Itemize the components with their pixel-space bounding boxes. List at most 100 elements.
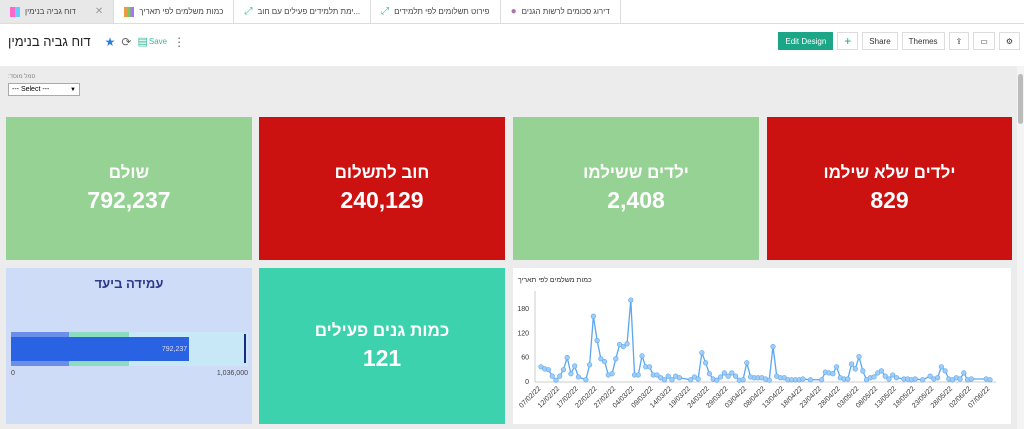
kpi-children-unpaid: ילדים שלא שילמו 829 — [767, 117, 1012, 260]
data-point — [927, 373, 933, 379]
y-tick-label: 60 — [521, 355, 529, 362]
data-point — [852, 366, 858, 372]
data-point — [688, 377, 694, 383]
data-point — [961, 370, 967, 376]
data-point — [553, 377, 559, 383]
data-point — [639, 353, 645, 359]
tab-bar: דוח גביה בנימין ✕ כמות משלמים לפי תאריך … — [0, 0, 1024, 24]
gauge-value-bar: 792,237 — [11, 337, 190, 361]
tab-label: ...ימת תלמידים פעילים עם חוב — [257, 7, 361, 16]
gauge-min-label: 0 — [11, 370, 15, 377]
filter-label: סמל מוסד: — [8, 74, 36, 80]
data-point — [613, 356, 619, 362]
line-chart: 06012018007/02/2212/02/2217/02/2222/02/2… — [517, 291, 996, 410]
page-title: דוח גביה בנימין — [8, 34, 91, 49]
data-point — [699, 350, 705, 356]
gauge-value-label: 792,237 — [161, 345, 188, 353]
pivot-icon: ⤢ — [381, 6, 390, 17]
data-point — [620, 343, 626, 350]
data-point — [766, 377, 772, 383]
kpi-value: 792,237 — [87, 187, 171, 213]
data-point — [807, 377, 814, 383]
data-point — [830, 371, 836, 377]
refresh-icon[interactable]: ⟳ — [121, 34, 132, 49]
data-point — [856, 354, 862, 360]
more-options-icon[interactable]: ⋮ — [173, 34, 186, 49]
data-point — [703, 360, 709, 366]
kpi-label: כמות גנים פעילים — [314, 320, 450, 340]
data-point — [833, 364, 840, 370]
data-point — [669, 377, 675, 383]
target-bullet-chart: עמידה ביעד 792,237 0 1,036,000 — [6, 268, 252, 424]
save-label: Save — [148, 37, 168, 46]
data-point — [878, 368, 885, 374]
tab-active-students-debt[interactable]: ⤢ ...ימת תלמידים פעילים עם חוב — [234, 0, 372, 23]
kpi-paid: שולם 792,237 — [6, 117, 252, 260]
save-button[interactable]: ▤ Save — [137, 35, 167, 48]
tab-amounts-ranking[interactable]: ● דירוג סכומים לרשות הגנים — [501, 0, 621, 23]
filter-value: --- Select --- — [12, 86, 50, 93]
data-point — [557, 373, 563, 379]
settings-gear-icon[interactable]: ⚙ — [998, 32, 1020, 50]
kpi-value: 2,408 — [607, 187, 665, 213]
tab-label: פירוט תשלומים לפי תלמידים — [394, 7, 490, 16]
data-point — [893, 375, 900, 381]
data-point — [912, 376, 918, 382]
bar-chart-icon — [124, 6, 135, 17]
share-button[interactable]: Share — [862, 32, 898, 50]
gauge-max-label: 1,036,000 — [216, 370, 248, 377]
tab-payments-by-student[interactable]: ⤢ פירוט תשלומים לפי תלמידים — [371, 0, 501, 23]
vertical-scrollbar[interactable] — [1017, 66, 1024, 429]
data-point — [572, 363, 578, 369]
data-point — [732, 373, 739, 379]
add-button[interactable]: + — [837, 32, 859, 50]
data-point — [602, 358, 608, 365]
data-point — [942, 368, 948, 374]
dashboard-header: דוח גביה בנימין ★ ⟳ ▤ Save ⋮ Edit Design … — [0, 24, 1024, 66]
y-tick-label: 120 — [517, 330, 529, 337]
y-tick-label: 0 — [525, 379, 529, 386]
data-point — [609, 371, 615, 377]
data-point — [590, 313, 596, 319]
tab-payers-by-date[interactable]: כמות משלמים לפי תאריך — [114, 0, 235, 23]
kpi-debt: חוב לתשלום 240,129 — [259, 117, 505, 260]
data-point — [635, 372, 641, 378]
tab-dashboard[interactable]: דוח גביה בנימין ✕ — [0, 0, 115, 23]
data-point — [545, 367, 552, 373]
institution-filter: סמל מוסד: --- Select --- ▼ — [8, 74, 80, 96]
data-point — [575, 374, 582, 380]
data-point — [886, 376, 892, 382]
kpi-value: 121 — [362, 344, 402, 371]
data-point — [714, 377, 720, 383]
data-point — [968, 376, 974, 382]
data-point — [583, 377, 589, 383]
data-point — [594, 337, 600, 344]
data-point — [882, 373, 888, 379]
data-point — [987, 377, 993, 383]
data-point — [935, 375, 941, 381]
close-icon[interactable]: ✕ — [94, 6, 104, 17]
export-icon[interactable]: ⇪ — [948, 32, 970, 50]
data-point — [770, 343, 776, 350]
save-icon: ▤ — [137, 36, 148, 48]
data-point — [661, 377, 668, 383]
gauge-range-band: 792,237 — [11, 332, 248, 366]
edit-design-button[interactable]: Edit Design — [778, 32, 834, 50]
kpi-label: שולם — [108, 163, 150, 182]
data-point — [729, 370, 735, 376]
kpi-value: 240,129 — [340, 187, 424, 213]
themes-button[interactable]: Themes — [901, 32, 945, 50]
series-line — [540, 299, 991, 382]
star-icon[interactable]: ★ — [104, 34, 116, 49]
kpi-label: ילדים שלא שילמו — [823, 163, 956, 182]
tab-label: כמות משלמים לפי תאריך — [139, 7, 224, 16]
data-point — [800, 376, 806, 382]
data-point — [725, 373, 731, 379]
filter-select[interactable]: --- Select --- ▼ — [8, 83, 80, 96]
data-point — [848, 361, 855, 367]
pivot-icon: ⤢ — [244, 6, 253, 17]
gauge-target-marker — [244, 334, 246, 363]
data-point — [744, 360, 750, 366]
payers-by-date-chart: כמות משלמים לפי תאריך 0 60 120 180 07/02/22 1… — [513, 268, 1011, 424]
comment-icon[interactable]: ▭ — [973, 32, 995, 50]
